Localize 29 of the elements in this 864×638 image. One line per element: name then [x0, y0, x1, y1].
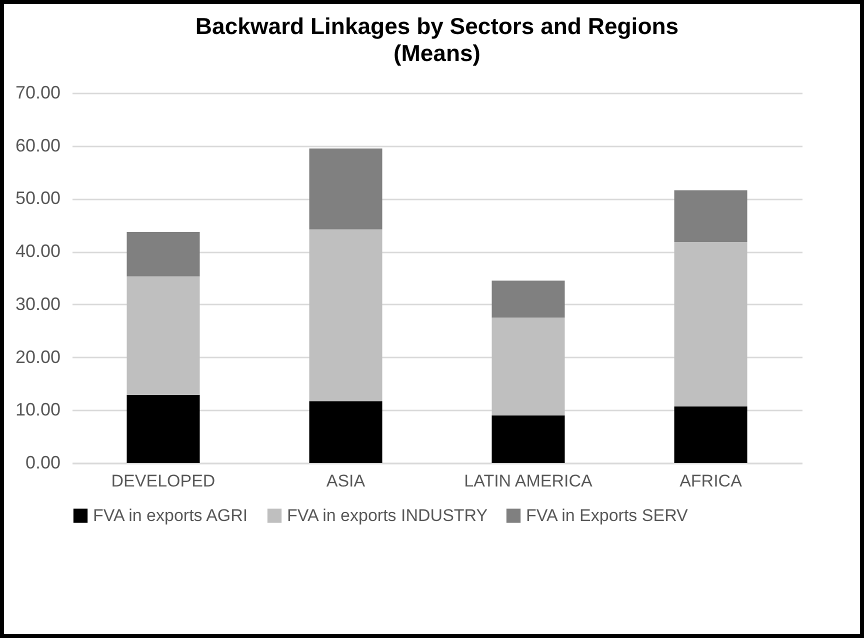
legend-label: FVA in exports INDUSTRY — [287, 506, 488, 525]
bar — [309, 229, 382, 402]
bar — [126, 232, 200, 276]
y-tick-label: 40.00 — [15, 241, 60, 262]
legend-label: FVA in exports AGRI — [93, 506, 248, 525]
bar — [126, 276, 200, 395]
bar — [492, 415, 565, 463]
bar — [492, 318, 565, 416]
legend-label: FVA in Exports SERV — [526, 506, 689, 525]
y-tick-label: 60.00 — [15, 135, 60, 156]
chart-subtitle: (Means) — [394, 40, 480, 66]
chart-title: Backward Linkages by Sectors and Regions — [195, 13, 679, 39]
x-tick-label: AFRICA — [680, 472, 743, 490]
bar — [126, 394, 200, 463]
y-tick-label: 50.00 — [15, 188, 60, 208]
y-tick-label: 0.00 — [25, 452, 60, 472]
y-tick-label: 30.00 — [15, 294, 60, 314]
bar — [309, 401, 382, 463]
y-tick-label: 10.00 — [15, 400, 60, 420]
bar — [674, 190, 748, 242]
bar — [492, 280, 565, 318]
x-tick-label: DEVELOPED — [111, 472, 216, 490]
bar — [674, 242, 748, 406]
y-tick-label: 20.00 — [15, 346, 60, 367]
y-tick-label: 70.00 — [15, 82, 60, 102]
x-tick-label: ASIA — [326, 472, 366, 490]
x-tick-label: LATIN AMERICA — [464, 472, 593, 490]
bar — [674, 406, 748, 463]
bar — [309, 148, 382, 230]
